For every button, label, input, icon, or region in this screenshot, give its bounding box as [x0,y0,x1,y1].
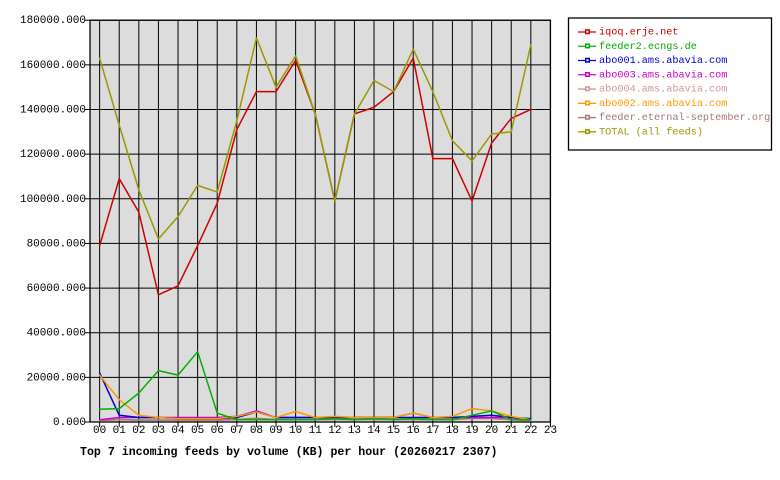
svg-text:19: 19 [465,425,478,437]
svg-text:iqoq.erje.net: iqoq.erje.net [599,27,678,39]
svg-text:feeder2.ecngs.de: feeder2.ecngs.de [599,41,697,53]
svg-text:00: 00 [93,425,106,437]
svg-text:abo003.ams.abavia.com: abo003.ams.abavia.com [599,69,727,81]
svg-text:abo002.ams.abavia.com: abo002.ams.abavia.com [599,98,727,110]
svg-text:12: 12 [328,425,341,437]
svg-text:abo001.ams.abavia.com: abo001.ams.abavia.com [599,55,727,67]
svg-text:15: 15 [387,425,400,437]
svg-text:120000.000: 120000.000 [20,149,86,161]
svg-text:40000.000: 40000.000 [27,328,86,340]
svg-text:21: 21 [505,425,519,437]
svg-text:16: 16 [407,425,420,437]
svg-text:03: 03 [152,425,165,437]
svg-text:100000.000: 100000.000 [20,194,86,206]
svg-text:17: 17 [426,425,439,437]
svg-text:01: 01 [113,425,127,437]
svg-text:05: 05 [191,425,204,437]
svg-text:02: 02 [132,425,145,437]
svg-text:10: 10 [289,425,302,437]
svg-text:140000.000: 140000.000 [20,104,86,116]
svg-text:Top 7 incoming feeds by volume: Top 7 incoming feeds by volume (KB) per … [80,446,497,459]
svg-text:160000.000: 160000.000 [20,60,86,72]
svg-text:abo004.ams.abavia.com: abo004.ams.abavia.com [599,84,727,96]
svg-text:20: 20 [485,425,498,437]
svg-text:22: 22 [524,425,537,437]
svg-text:0.000: 0.000 [53,417,86,429]
svg-text:08: 08 [250,425,263,437]
svg-text:TOTAL (all feeds): TOTAL (all feeds) [599,126,703,138]
svg-text:04: 04 [171,425,185,437]
svg-text:11: 11 [309,425,323,437]
svg-text:180000.000: 180000.000 [20,15,86,27]
svg-text:07: 07 [230,425,243,437]
svg-text:80000.000: 80000.000 [27,238,86,250]
svg-text:feeder.eternal-september.org: feeder.eternal-september.org [599,112,770,124]
svg-text:14: 14 [367,425,381,437]
svg-text:13: 13 [348,425,361,437]
svg-text:60000.000: 60000.000 [27,283,86,295]
svg-text:18: 18 [446,425,459,437]
svg-text:20000.000: 20000.000 [27,372,86,384]
svg-text:23: 23 [544,425,557,437]
svg-text:09: 09 [269,425,282,437]
svg-text:06: 06 [211,425,224,437]
